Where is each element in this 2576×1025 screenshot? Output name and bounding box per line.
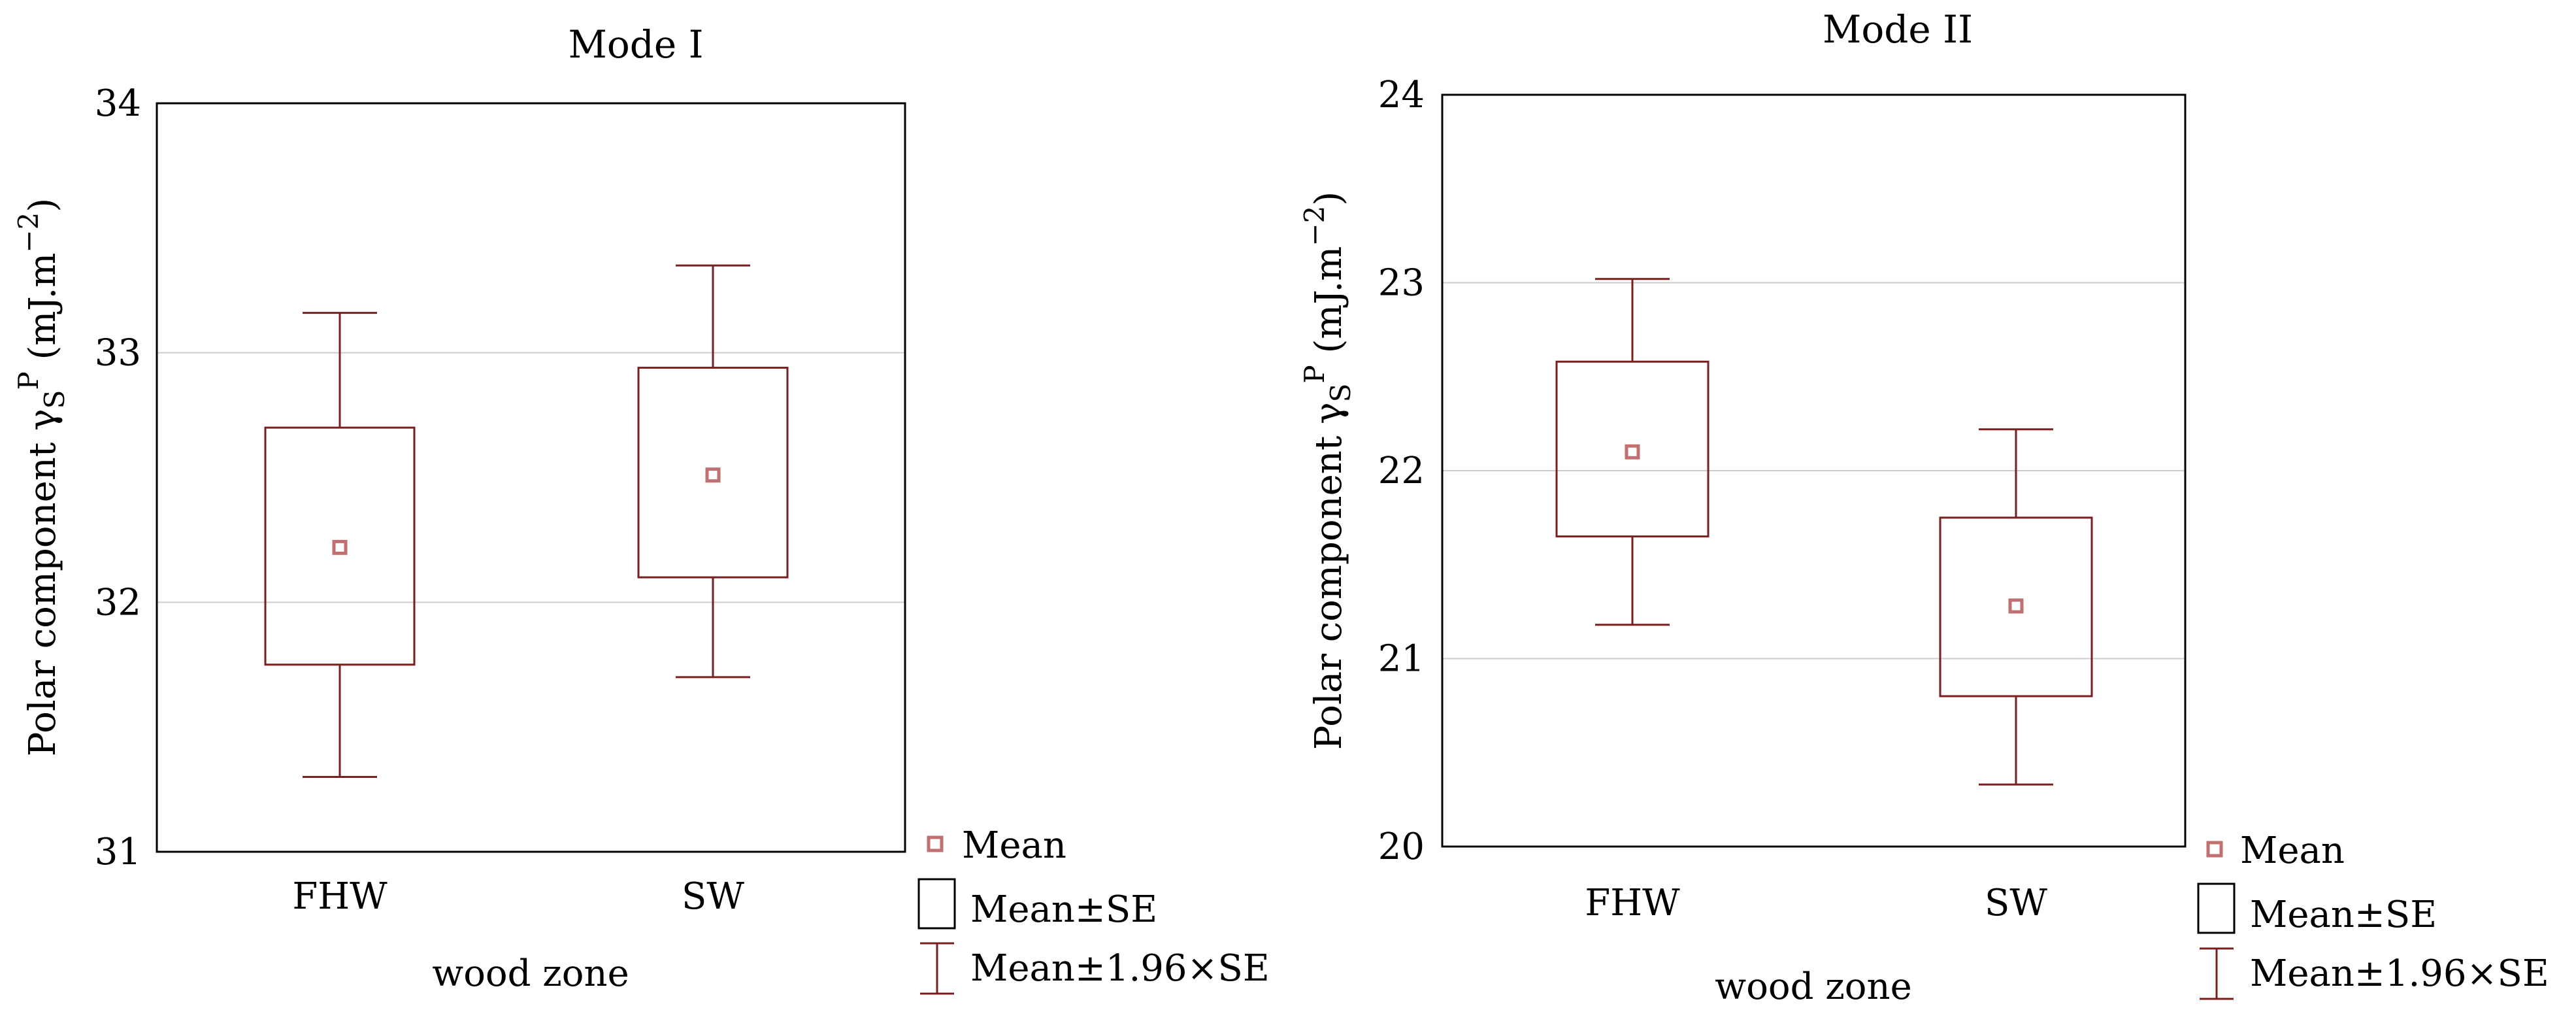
x-tick-labels: FHW SW <box>292 875 744 918</box>
plot-frame <box>156 102 906 853</box>
y-tick-label: 22 <box>1378 450 1425 492</box>
y-tick-label: 33 <box>95 332 141 375</box>
plot-frame <box>1441 93 2187 848</box>
x-tick-label: FHW <box>292 875 388 918</box>
y-tick-label: 23 <box>1378 262 1425 305</box>
mean-marker <box>1625 444 1640 460</box>
y-tick-label: 34 <box>95 82 141 125</box>
chart-mode-i: Mode I 31 32 33 34 FHW SW Polar component γS… <box>12 22 1270 995</box>
gridlines <box>1442 282 2185 660</box>
y-axis-label: Polar component γSP (mJ.m−2) <box>1298 192 1357 750</box>
legend-mean-label: Mean <box>962 824 1066 867</box>
legend-mean-label: Mean <box>2240 830 2345 872</box>
mean-marker <box>2008 598 2024 614</box>
y-axis-label: Polar component γSP (mJ.m−2) <box>12 198 71 756</box>
box-marks <box>1555 278 2093 786</box>
chart-title: Mode II <box>1823 7 1973 52</box>
y-tick-label: 32 <box>95 581 141 624</box>
legend: Mean Mean±SE Mean±1.96×SE <box>2197 830 2549 1000</box>
y-tick-labels: 31 32 33 34 <box>95 82 141 873</box>
se-box <box>1555 360 1709 538</box>
gridlines <box>157 352 905 603</box>
box-marks <box>264 264 789 778</box>
legend-mean-marker <box>927 835 944 852</box>
x-tick-label: SW <box>1985 882 2047 924</box>
x-axis-label: wood zone <box>432 952 629 995</box>
legend-mean-marker <box>2206 841 2223 858</box>
legend-whisker-label: Mean±1.96×SE <box>970 947 1270 990</box>
mean-marker <box>332 539 348 555</box>
se-box <box>1939 516 2093 697</box>
se-box <box>637 367 789 579</box>
chart-title: Mode I <box>568 22 703 67</box>
y-tick-label: 20 <box>1378 826 1425 868</box>
legend-whisker-label: Mean±1.96×SE <box>2250 952 2549 995</box>
y-tick-label: 24 <box>1378 74 1425 116</box>
legend-whisker-icon <box>920 942 954 995</box>
x-tick-labels: FHW SW <box>1585 882 2047 924</box>
x-axis-label: wood zone <box>1715 966 1911 1008</box>
legend-se-box <box>917 878 956 930</box>
mean-marker <box>705 467 721 483</box>
y-tick-label: 21 <box>1378 638 1425 681</box>
legend-se-label: Mean±SE <box>2250 894 2437 936</box>
chart-mode-ii: Mode II 20 21 22 23 24 FHW SW Polar component… <box>1298 7 2549 1008</box>
x-tick-label: FHW <box>1585 882 1680 924</box>
x-tick-label: SW <box>682 875 744 918</box>
legend: Mean Mean±SE Mean±1.96×SE <box>917 824 1270 995</box>
se-box <box>264 426 416 666</box>
legend-se-box <box>2197 882 2236 934</box>
legend-se-label: Mean±SE <box>970 888 1157 931</box>
y-tick-label: 31 <box>95 831 141 873</box>
y-tick-labels: 20 21 22 23 24 <box>1378 74 1425 868</box>
legend-whisker-icon <box>2200 947 2234 1000</box>
